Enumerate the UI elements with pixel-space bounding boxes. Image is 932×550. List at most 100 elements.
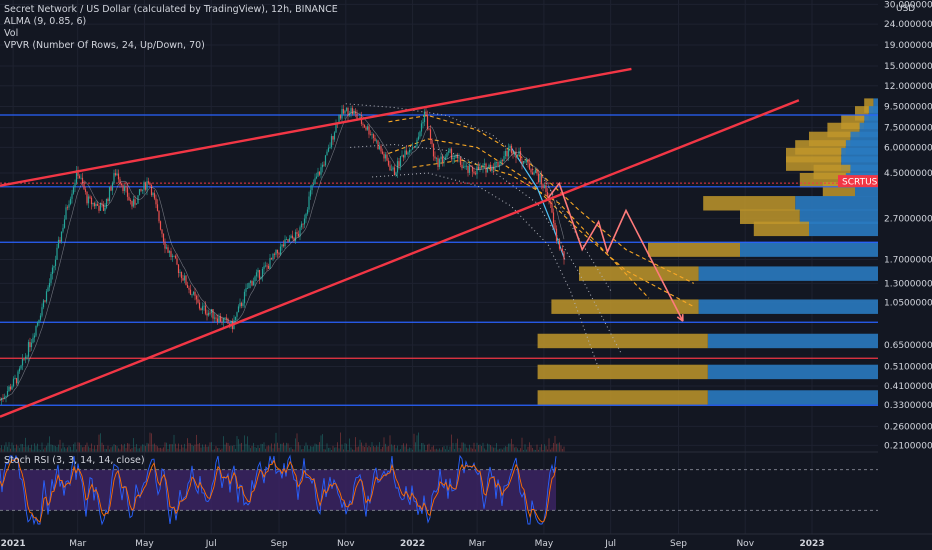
volume-bar [199,443,200,452]
candle-body [411,147,414,150]
volume-bar [178,443,179,452]
vpvr-indicator-label[interactable]: VPVR (Number Of Rows, 24, Up/Down, 70) [4,40,205,51]
candle-body [501,160,504,161]
volume-bar [320,435,322,452]
candle-body [131,201,133,207]
volume-bar [515,446,517,452]
volume-bar [68,445,70,452]
volume-bar [77,442,79,452]
volume-bar [334,447,335,452]
volume-bar [316,444,317,452]
candle-body [312,184,315,185]
vpvr-up-bar [809,221,878,237]
volume-bar [85,445,86,452]
candle-body [2,398,4,399]
candle-body [320,167,322,175]
candle-body [273,253,276,255]
volume-bar [536,444,538,452]
candle-body [185,275,187,285]
candle-body [339,115,342,119]
volume-bar [533,449,535,452]
volume-bar [278,447,280,452]
volume-bar [173,434,175,452]
candle-body [213,317,216,319]
candle-body [489,164,492,172]
candle-body [255,272,258,277]
volume-bar [385,443,386,452]
candle-body [500,160,502,166]
candle-body [63,219,66,228]
candle-body [285,239,288,241]
candle-body [486,167,489,173]
candle-body [519,151,522,162]
vpvr-down-bar [579,266,699,281]
time-tick-label: Mar [69,539,86,549]
candle-body [360,116,363,125]
candle-body [419,131,421,137]
volume-bar [425,449,427,452]
stoch-rsi-d-line [0,457,557,523]
volume-bar [530,445,532,452]
volume-bar [211,442,212,452]
volume-bar [98,434,100,452]
candle-body [110,186,112,191]
candle-body [120,183,123,186]
volume-bar [113,444,115,452]
volume-bar [434,449,436,452]
volume-indicator-label[interactable]: Vol [4,28,19,39]
volume-bar [392,445,394,452]
volume-bar [472,448,473,452]
candle-body [416,139,418,146]
volume-bar [386,446,388,452]
volume-bar [65,448,67,452]
volume-bar [427,444,428,452]
volume-bar [373,446,374,452]
candle-body [392,167,394,170]
volume-bar [502,449,503,452]
volume-bar [317,444,319,452]
volume-bar [458,447,460,452]
candle-body [459,157,462,165]
vpvr-up-bar [707,390,878,405]
volume-bar [368,445,370,452]
volume-bar [214,449,215,452]
volume-bar [523,449,524,452]
candle-body [303,218,306,225]
projection-arrowhead [676,314,684,322]
price-tick-label: 19.00000000 [884,41,932,51]
volume-bar [8,442,10,452]
candle-body [225,317,228,319]
volume-bar [514,447,515,452]
volume-bar [551,447,553,452]
vpvr-down-bar [753,221,809,237]
stoch-rsi-label[interactable]: Stoch RSI (3, 3, 14, 14, close) [4,455,145,466]
volume-bar [538,449,539,452]
candle-body [390,169,393,171]
vpvr-up-bar [873,98,878,113]
alma-indicator-label[interactable]: ALMA (9, 0.85, 6) [4,16,87,27]
volume-bar [377,446,379,452]
volume-bar [166,442,167,452]
candle-body [560,248,562,250]
candle-body [522,162,525,164]
volume-bar [563,446,565,452]
volume-bar [341,444,343,452]
candle-body [204,305,207,314]
volume-bar [287,443,289,452]
volume-bar [323,449,325,452]
volume-bar [500,448,502,452]
volume-bar [17,446,19,452]
candle-body [92,202,94,205]
candle-body [257,270,259,273]
volume-bar [217,448,218,452]
candle-body [435,158,438,160]
candle-body [371,134,373,135]
candle-body [75,170,78,183]
candle-body [68,204,70,208]
candle-body [246,288,249,290]
candle-body [153,193,156,199]
symbol-title[interactable]: Secret Network / US Dollar (calculated b… [4,4,338,15]
volume-bar [265,448,266,452]
candle-body [480,166,483,168]
